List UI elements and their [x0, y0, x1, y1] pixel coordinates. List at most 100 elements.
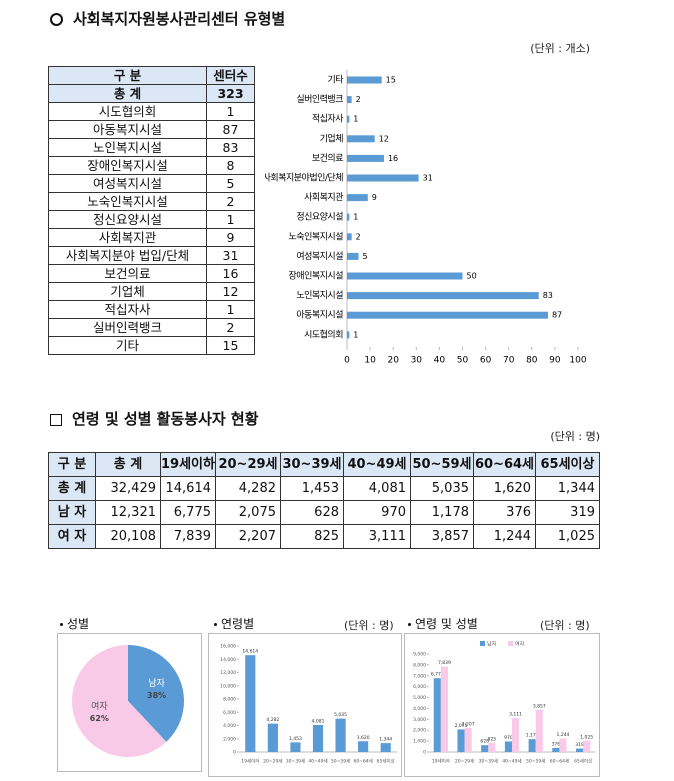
table-cell: 12,321 [95, 500, 161, 525]
bar [245, 655, 256, 752]
title-text: 연령 및 성별 활동봉사자 현황 [72, 410, 259, 428]
table-cell: 3,857 [410, 524, 474, 549]
y-tick-label: 0 [423, 750, 426, 756]
value-label: 2,207 [462, 721, 475, 727]
value-label: 5 [363, 252, 368, 261]
y-tick-label: 4,000 [413, 706, 426, 712]
bar [433, 678, 441, 752]
category-label: 보건의료 [312, 153, 343, 164]
category-label: 사회복지분야법인/단체 [265, 173, 343, 184]
legend-label: 여자 [515, 641, 525, 648]
section-title: 연령 및 성별 활동봉사자 현황 [50, 408, 259, 429]
y-tick-label: 7,000 [413, 673, 426, 679]
y-tick-label: 9,000 [413, 652, 426, 658]
category-label: 장애인복지시설 [289, 271, 344, 282]
y-tick-label: 4,000 [223, 723, 236, 729]
table-cell: 32,429 [95, 476, 161, 501]
table-row: 구 분 센터수 [48, 66, 255, 85]
unit: (단위 : 명) [344, 619, 394, 632]
chart-title: 연령 및 성별 [408, 615, 478, 632]
value-label: 1,620 [357, 735, 370, 741]
header-cell: 센터수 [206, 66, 255, 85]
table-cell: 6,775 [160, 500, 216, 525]
bar [347, 213, 350, 221]
y-tick-label: 14,000 [220, 657, 236, 663]
table-cell: 4,282 [215, 476, 281, 501]
table-row: 정신요양시설 1 [48, 210, 255, 229]
category-label: 정신요양시설 [296, 212, 343, 223]
bar [380, 743, 391, 752]
table-row: 장애인복지시설 8 [48, 156, 255, 175]
table-cell: 20,108 [95, 524, 161, 549]
bullet [60, 623, 63, 626]
bar [312, 724, 324, 752]
x-tick-label: 19세이하 [241, 758, 260, 765]
unit: (단위 : 개소) [530, 42, 590, 55]
slice-value: 38% [147, 691, 166, 700]
y-tick-label: 8,000 [413, 662, 426, 668]
legend-swatch [480, 641, 485, 646]
table-row: 노인복지시설 83 [48, 138, 255, 157]
table-row: 노숙인복지시설 2 [48, 192, 255, 211]
bar [267, 723, 278, 752]
x-tick-label: 40 [434, 356, 446, 366]
value-label: 15 [386, 76, 396, 85]
table-cell: 83 [206, 138, 255, 157]
y-tick-label: 6,000 [413, 684, 426, 690]
value-label: 3,111 [509, 712, 522, 718]
value-label: 9 [372, 193, 377, 202]
header-cell: 30~39세 [280, 452, 344, 477]
table-cell: 376 [473, 500, 536, 525]
table-cell: 628 [280, 500, 344, 525]
bar [504, 741, 512, 752]
x-tick-label: 60~64세 [353, 758, 372, 765]
x-tick-label: 50 [457, 356, 469, 366]
table-cell: 여성복지시설 [48, 174, 207, 193]
header-cell: 19세이하 [160, 452, 216, 477]
table-cell: 장애인복지시설 [48, 156, 207, 175]
header-cell: 구 분 [48, 452, 96, 477]
slice-value: 62% [90, 714, 109, 723]
bar [347, 135, 375, 143]
table-cell: 12 [206, 282, 255, 301]
value-label: 1,453 [289, 736, 302, 742]
value-label: 6,775 [431, 672, 444, 678]
x-tick-label: 0 [344, 356, 350, 366]
bar [335, 718, 346, 752]
value-label: 14,614 [242, 649, 258, 655]
table-cell: 1,453 [280, 476, 344, 501]
bullet [50, 13, 63, 26]
y-tick-label: 1,000 [413, 739, 426, 745]
bar [347, 233, 352, 241]
bar [290, 742, 301, 752]
table-cell: 노숙인복지시설 [48, 192, 207, 211]
value-label: 2 [356, 232, 361, 241]
x-tick-label: 20 [387, 356, 399, 366]
value-label: 1 [353, 213, 358, 222]
table-cell: 319 [535, 500, 600, 525]
bar [347, 115, 350, 123]
y-tick-label: 6,000 [223, 710, 236, 716]
value-label: 319 [575, 742, 584, 748]
x-tick-label: 50~59세 [526, 758, 545, 765]
table-cell: 5,035 [410, 476, 474, 501]
legend-swatch [508, 641, 513, 646]
x-tick-label: 30~39세 [286, 758, 305, 765]
table-cell: 4,081 [343, 476, 411, 501]
header-cell: 50~59세 [410, 452, 474, 477]
table-cell: 16 [206, 264, 255, 283]
x-tick-label: 19세이하 [432, 758, 451, 765]
x-tick-label: 60~64세 [550, 758, 569, 765]
bar [347, 96, 352, 104]
table-cell: 1 [206, 300, 255, 319]
table-cell: 2,075 [215, 500, 281, 525]
category-label: 아동복지시설 [296, 310, 343, 321]
bullet [50, 413, 62, 426]
table-row: 사회복지분야 법입/단체 31 [48, 246, 255, 265]
category-label: 적십자사 [312, 113, 344, 125]
table-row: 남 자 12,321 6,775 2,075 628 970 1,178 376 319 [48, 500, 600, 525]
bar [512, 718, 520, 752]
bar [347, 252, 359, 260]
bar [347, 194, 368, 202]
